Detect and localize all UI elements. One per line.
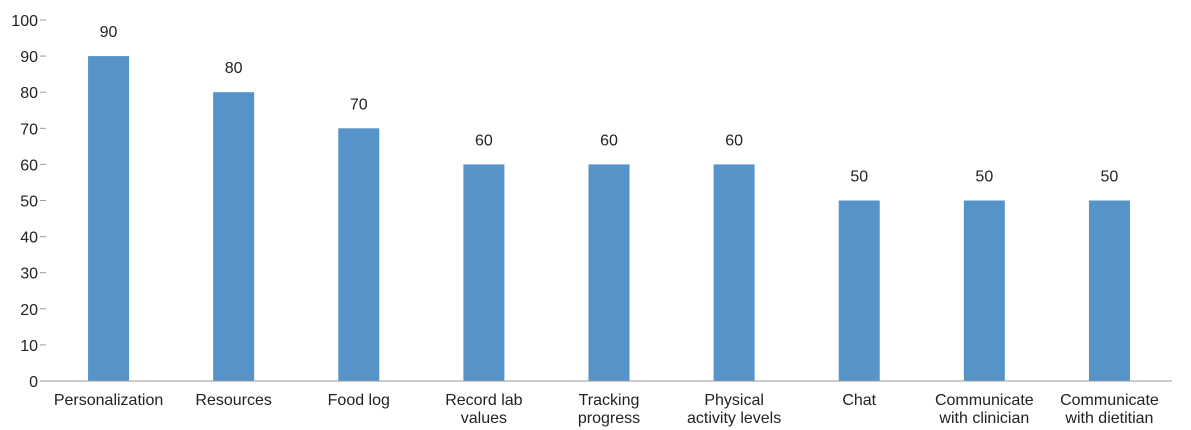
data-labels: 90 80 70 60 60 60 50 50 50 [100,24,1119,185]
y-tick-label: 80 [20,85,38,102]
bar [463,164,505,381]
data-label: 70 [350,96,368,113]
x-tick-label: Chat [842,392,876,409]
x-tick-label: Communicate with dietitian [1060,392,1159,427]
x-tick-label: Tracking progress [578,392,640,427]
bar [838,200,880,381]
y-tick-label: 10 [20,338,38,355]
y-tick-label: 20 [20,302,38,319]
x-tick-label: Physical activity levels [687,392,781,427]
y-tick-label: 90 [20,49,38,66]
data-label: 60 [725,132,743,149]
bar [588,164,630,381]
x-tick-label: Record lab values [445,392,522,427]
y-tick-label: 30 [20,266,38,283]
data-label: 90 [100,24,118,41]
bar [1088,200,1130,381]
data-label: 80 [225,60,243,77]
bars [88,56,1130,381]
y-tick-label: 40 [20,230,38,247]
y-tick-label: 60 [20,157,38,174]
data-label: 50 [850,169,868,186]
data-label: 50 [975,169,993,186]
bar [88,56,130,381]
x-tick-label: Communicate with clinician [935,392,1034,427]
data-label: 60 [600,132,618,149]
y-tick-label: 100 [11,13,38,30]
bar [338,128,380,381]
y-tick-label: 70 [20,121,38,138]
data-label: 60 [475,132,493,149]
y-axis: 0 10 20 30 40 50 60 70 80 90 100 [11,13,46,391]
x-tick-label: Personalization [54,392,163,409]
x-axis: Personalization Resources Food log Record l… [54,392,1159,427]
bar [963,200,1005,381]
y-tick-label: 0 [29,374,38,391]
data-label: 50 [1101,169,1119,186]
y-tick-label: 50 [20,194,38,211]
bar [713,164,755,381]
x-tick-label: Food log [328,392,390,409]
x-tick-label: Resources [195,392,271,409]
bar [213,92,255,381]
